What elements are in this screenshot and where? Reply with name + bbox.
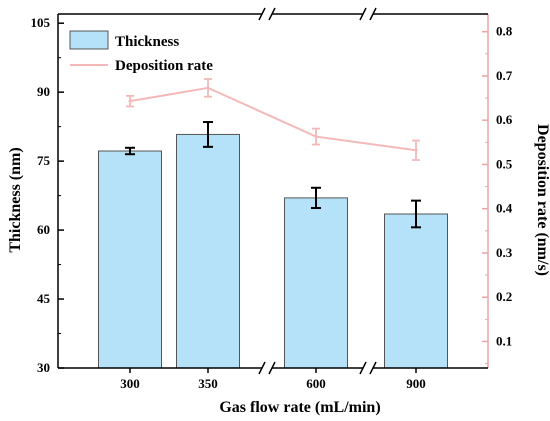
axis-break-mark [268,361,276,375]
data-point-deposition-rate [414,148,418,152]
y-right-tick-label: 0.6 [496,112,513,127]
legend-swatch-thickness [69,30,109,50]
bar-300 [98,150,162,369]
error-bar-350 [203,121,213,148]
series-line-deposition-rate [129,86,417,152]
bar-600 [284,197,348,369]
axis-break-mark [268,7,276,21]
y-right-tick-label: 0.5 [496,156,513,171]
y-right-tick-label: 0.4 [496,201,513,216]
y-left-tick-label: 105 [31,15,51,30]
y-right-tick-label: 0.7 [496,68,513,83]
error-bar-300 [125,146,135,156]
y-left-tick-label: 30 [37,360,50,375]
error-bar-900 [411,199,421,229]
x-tick-label: 900 [406,376,426,391]
x-tick-label: 300 [120,376,140,391]
bar-350 [176,133,240,369]
y-right-tick-label: 0.3 [496,245,513,260]
data-point-deposition-rate [206,86,210,90]
line-error-bar-300 [126,94,134,108]
axis-break-mark [359,7,367,21]
axis-break-mark [359,361,367,375]
data-point-deposition-rate [314,135,318,139]
y-right-tick-label: 0.8 [496,24,513,39]
bar-900 [384,213,448,369]
error-bar-600 [311,186,321,210]
x-tick-label: 350 [198,376,218,391]
legend-label-thickness: Thickness [115,34,179,50]
y-right-tick-label: 0.2 [496,289,512,304]
y-left-tick-label: 90 [37,84,50,99]
legend: Thickness Deposition rate [69,30,213,74]
legend-label-deposition-rate: Deposition rate [115,58,213,74]
line-error-bar-600 [312,127,320,146]
x-axis-title: Gas flow rate (mL/min) [219,399,380,416]
y-left-tick-label: 75 [37,153,51,168]
axis-break-mark [369,361,377,375]
plot-area [98,78,448,369]
x-tick-label: 600 [306,376,326,391]
y-left-tick-label: 60 [37,222,50,237]
axis-break-mark [258,361,266,375]
y-right-tick-label: 0.1 [496,333,512,348]
axes: 30 45 60 75 90 105 0.1 0.2 0.3 0.4 0.5 0.6 0.7 0.8 300… [31,7,513,391]
line-error-bar-900 [412,139,420,161]
data-point-deposition-rate [128,99,132,103]
axis-break-mark [369,7,377,21]
axis-break-mark [258,7,266,21]
y-left-tick-label: 45 [37,291,51,306]
y-left-axis-title: Thickness (nm) [7,147,24,252]
line-error-bar-350 [204,78,212,98]
y-right-axis-title: Deposition rate (nm/s) [534,124,550,276]
